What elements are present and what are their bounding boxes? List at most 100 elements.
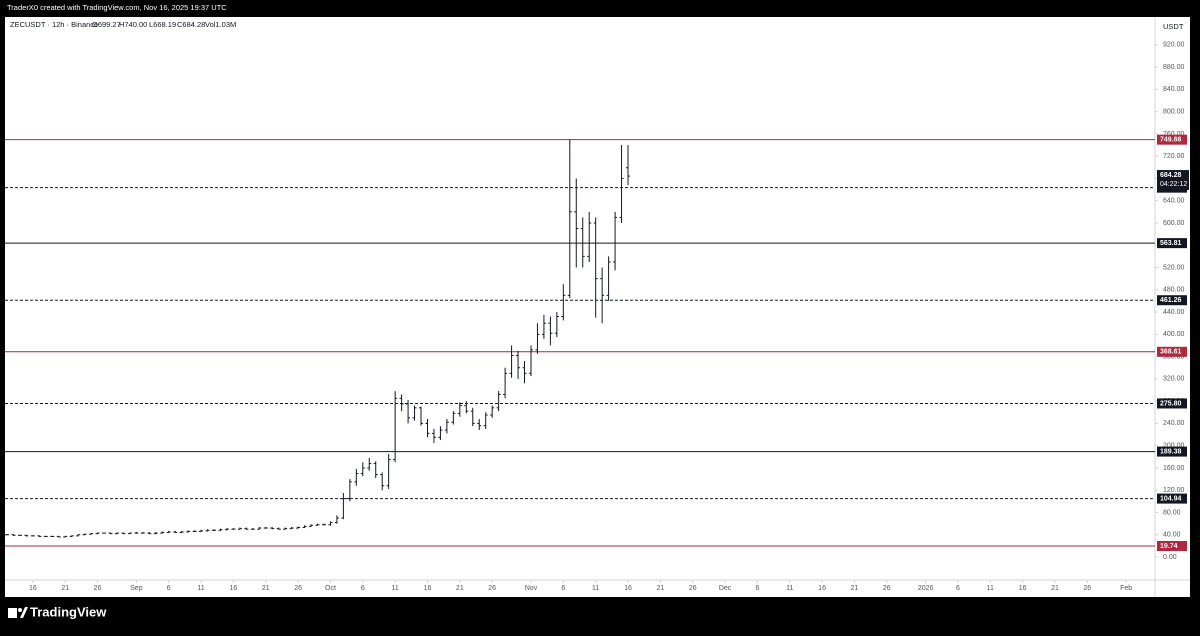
bar [483, 412, 488, 429]
bar [419, 406, 424, 426]
bar [548, 316, 553, 346]
bar [399, 394, 404, 412]
y-tick-label: 320.00 [1163, 376, 1185, 383]
bar [431, 428, 436, 443]
bar [600, 267, 605, 324]
symbol: ZECUSDT · 12h · Binance [10, 20, 98, 29]
bar [82, 533, 87, 536]
level-label: 19.74 [1160, 543, 1178, 550]
x-tick-label: 6 [361, 585, 365, 592]
bar [580, 217, 585, 268]
bar [438, 426, 443, 441]
x-tick-label: 21 [656, 585, 664, 592]
bar [360, 462, 365, 477]
bar [309, 524, 314, 527]
bar [503, 367, 508, 399]
low: L668.19 [149, 20, 176, 29]
x-tick-label: Sep [130, 585, 143, 592]
bar [95, 532, 100, 535]
bar [127, 532, 132, 535]
bar [134, 531, 139, 534]
bar [108, 532, 113, 535]
bar [153, 531, 158, 535]
level-label-box [1157, 346, 1187, 357]
x-tick-label: 21 [61, 585, 69, 592]
x-tick-label: 26 [94, 585, 102, 592]
level-label-box [1157, 493, 1187, 504]
bar [5, 534, 9, 536]
bar [257, 526, 262, 530]
bar [341, 492, 346, 520]
bar [334, 515, 339, 524]
x-tick-label: 21 [456, 585, 464, 592]
bar [477, 418, 482, 431]
y-tick-label: 840.00 [1163, 86, 1185, 93]
y-tick-label: 240.00 [1163, 420, 1185, 427]
bar [367, 457, 372, 471]
x-tick-label: 6 [561, 585, 565, 592]
bar [160, 531, 165, 534]
x-tick-label: 11 [391, 585, 398, 592]
legend: ZECUSDT · 12h · Binance O699.27 H740.00 … [10, 20, 236, 29]
bar [76, 534, 81, 537]
bar [535, 323, 540, 354]
x-tick-label: 11 [592, 585, 599, 592]
bar [587, 211, 592, 262]
x-tick-label: Oct [325, 585, 336, 592]
bar [11, 534, 16, 536]
bar [244, 527, 249, 530]
x-tick-label: 16 [1019, 585, 1027, 592]
bar [464, 401, 469, 414]
level-label-box [1157, 446, 1187, 457]
bar [626, 145, 631, 186]
x-tick-label: 2026 [918, 585, 934, 592]
y-tick-label: 480.00 [1163, 287, 1185, 294]
level-label-box [1157, 134, 1187, 145]
bar [173, 530, 178, 534]
bar [283, 527, 288, 530]
bar [380, 472, 385, 491]
logo-dot [18, 608, 22, 612]
bar [192, 530, 197, 532]
x-tick-label: 11 [987, 585, 994, 592]
bar [412, 405, 417, 421]
y-tick-label: 40.00 [1163, 532, 1181, 539]
level-label: 275.80 [1160, 400, 1182, 407]
y-tick-label: 200.00 [1163, 443, 1185, 450]
y-tick-label: 360.00 [1163, 353, 1185, 360]
x-tick-label: 6 [956, 585, 960, 592]
level-label-box [1157, 295, 1187, 306]
bar [457, 402, 462, 417]
bar [567, 139, 572, 299]
bar [444, 418, 449, 434]
bar [289, 526, 294, 530]
y-tick-label: 880.00 [1163, 64, 1185, 71]
x-tick-label: 26 [488, 585, 496, 592]
bar [231, 528, 236, 530]
x-tick-label: 26 [294, 585, 302, 592]
level-label: 749.66 [1160, 137, 1182, 144]
level-label: 563.81 [1160, 240, 1182, 247]
bar [179, 530, 184, 534]
bar [619, 145, 624, 223]
bar [593, 217, 598, 318]
bar [147, 531, 152, 535]
y-tick-label: 760.00 [1163, 131, 1185, 138]
bar [393, 391, 398, 463]
bar [237, 527, 242, 530]
x-tick-label: 26 [883, 585, 891, 592]
y-tick-label: 80.00 [1163, 509, 1181, 516]
x-tick-label: 21 [262, 585, 270, 592]
credit: TraderX0 created with TradingView.com, N… [7, 3, 227, 12]
x-tick-label: 21 [851, 585, 859, 592]
brand: TradingView [8, 604, 107, 619]
last-price-box [1157, 170, 1189, 191]
bar [516, 351, 521, 379]
bar [24, 534, 29, 537]
bar [541, 314, 546, 339]
high: H740.00 [119, 20, 147, 29]
y-tick-label: 120.00 [1163, 487, 1185, 494]
bar [296, 526, 301, 529]
x-tick-label: 16 [818, 585, 826, 592]
